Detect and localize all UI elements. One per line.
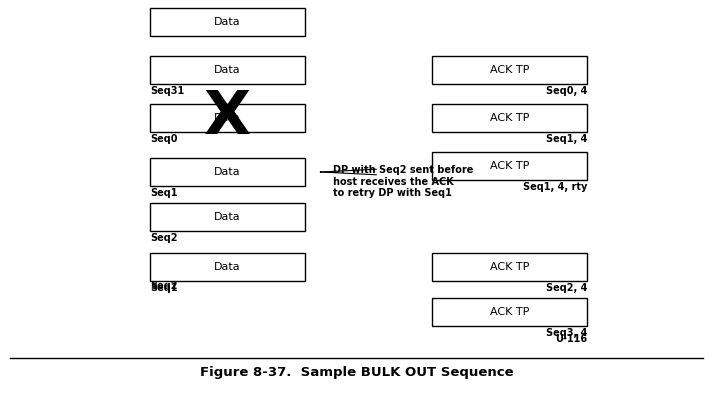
Text: ACK TP: ACK TP xyxy=(490,65,529,75)
Text: Data: Data xyxy=(214,17,241,27)
Bar xyxy=(150,56,305,84)
Bar xyxy=(432,56,587,84)
Text: Seq1, 4: Seq1, 4 xyxy=(545,134,587,144)
Text: ACK TP: ACK TP xyxy=(490,161,529,171)
Text: Seq1: Seq1 xyxy=(150,188,178,198)
Text: Seq3, 4: Seq3, 4 xyxy=(545,328,587,338)
Text: ACK TP: ACK TP xyxy=(490,113,529,123)
Text: Data: Data xyxy=(214,167,241,177)
Text: Data: Data xyxy=(214,65,241,75)
Bar xyxy=(150,104,305,132)
Bar xyxy=(150,8,305,36)
Text: Figure 8-37.  Sample BULK OUT Sequence: Figure 8-37. Sample BULK OUT Sequence xyxy=(200,366,513,379)
Text: Seq0, 4: Seq0, 4 xyxy=(545,86,587,96)
Bar xyxy=(150,158,305,186)
Bar xyxy=(432,104,587,132)
Text: Seq2: Seq2 xyxy=(150,233,178,243)
Text: Seq2, 4: Seq2, 4 xyxy=(545,283,587,293)
Text: X: X xyxy=(204,88,251,148)
Text: Data: Data xyxy=(214,212,241,222)
Text: Data: Data xyxy=(214,262,241,272)
Bar xyxy=(432,298,587,326)
Text: U-116: U-116 xyxy=(555,334,587,344)
Text: Seq0: Seq0 xyxy=(150,134,178,144)
Bar xyxy=(150,203,305,231)
Text: Data: Data xyxy=(214,113,241,123)
Text: Seq2: Seq2 xyxy=(150,281,178,291)
Text: ACK TP: ACK TP xyxy=(490,262,529,272)
Text: Seq31: Seq31 xyxy=(150,86,184,96)
Text: ACK TP: ACK TP xyxy=(490,307,529,317)
Bar xyxy=(432,152,587,180)
Text: Seq1: Seq1 xyxy=(150,283,178,293)
Bar xyxy=(432,253,587,281)
Bar xyxy=(150,253,305,281)
Text: DP with Seq2 sent before
host receives the ACK
to retry DP with Seq1: DP with Seq2 sent before host receives t… xyxy=(333,165,473,198)
Text: Seq1, 4, rty: Seq1, 4, rty xyxy=(523,182,587,192)
